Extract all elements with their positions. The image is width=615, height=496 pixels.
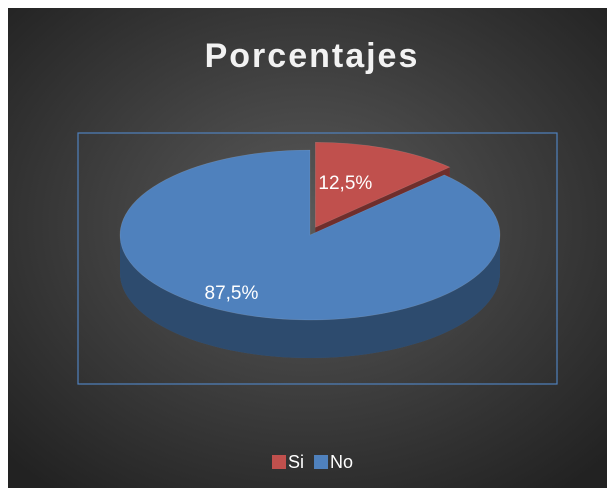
data-label: 12,5%: [318, 173, 372, 194]
legend-label: No: [330, 452, 353, 472]
pie-slice: [315, 141, 451, 228]
plot-area: [77, 132, 558, 385]
legend-label: Si: [288, 452, 304, 472]
legend-swatch: [272, 455, 286, 469]
pie: 12,5% 87,5%: [119, 141, 501, 358]
slice-side-shade: [120, 235, 500, 358]
pie-slice: [119, 149, 501, 321]
data-label: 87,5%: [205, 283, 259, 304]
slice-side: [120, 235, 500, 358]
chart-title: Porcentajes: [205, 37, 420, 75]
legend: Si No: [272, 452, 353, 472]
legend-swatch: [314, 455, 329, 469]
